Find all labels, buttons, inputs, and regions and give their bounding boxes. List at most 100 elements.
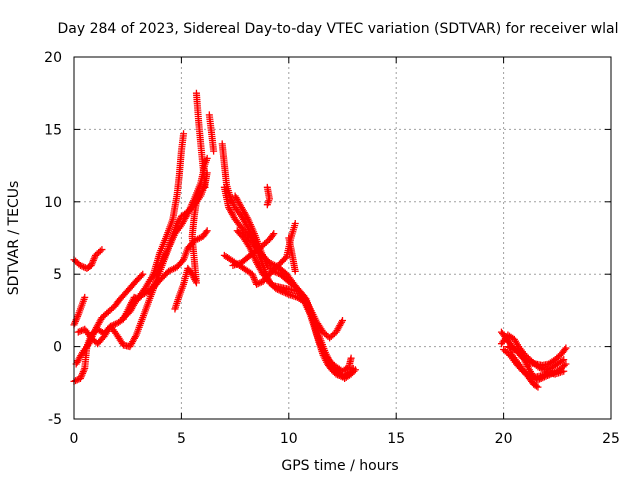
x-axis-label: GPS time / hours	[281, 458, 398, 474]
plus-marker	[202, 228, 210, 236]
plus-marker	[256, 279, 264, 287]
series-track-22	[504, 343, 570, 384]
plus-marker	[98, 246, 106, 254]
plus-marker	[278, 288, 286, 296]
plus-marker	[533, 382, 541, 390]
plus-marker	[534, 383, 542, 391]
plus-marker	[273, 269, 281, 277]
plus-marker	[280, 288, 288, 296]
series-track-7	[145, 169, 211, 296]
x-tick-label: 10	[280, 431, 298, 447]
plus-marker	[180, 130, 188, 138]
plus-marker	[78, 262, 86, 270]
plus-marker	[131, 333, 139, 341]
plus-marker	[277, 287, 285, 295]
axis-ticks	[73, 56, 612, 420]
x-tick-label: 20	[495, 431, 513, 447]
x-tick-label: 0	[70, 431, 79, 447]
x-tick-labels: 0 5 10 15 20 25	[70, 431, 620, 447]
series-track-23	[506, 348, 542, 391]
y-tick-label: 10	[44, 195, 62, 211]
plus-marker	[536, 364, 544, 372]
y-tick-label: -5	[48, 412, 62, 428]
x-tick-label: 5	[177, 431, 186, 447]
plus-marker	[512, 346, 520, 354]
x-tick-label: 25	[602, 431, 620, 447]
plus-marker	[72, 377, 80, 385]
plus-marker	[253, 280, 261, 288]
series-track-10	[205, 111, 218, 155]
plus-marker	[195, 189, 203, 197]
series-track-6	[119, 130, 188, 322]
plus-marker	[558, 357, 566, 365]
plus-marker	[73, 376, 81, 384]
plus-marker	[137, 272, 145, 280]
series-track-17	[263, 183, 273, 209]
series-track-8	[171, 189, 203, 313]
plus-marker	[272, 285, 280, 293]
y-tick-label: 15	[44, 122, 62, 138]
plus-marker	[269, 231, 277, 239]
plus-marker	[282, 289, 290, 297]
plus-marker	[560, 361, 568, 369]
plus-marker	[271, 268, 279, 276]
y-tick-label: 5	[53, 267, 62, 283]
plus-marker	[507, 344, 515, 352]
plus-marker	[270, 230, 278, 238]
series-track-9	[192, 89, 209, 191]
plus-marker	[539, 374, 547, 382]
series-track-2	[70, 293, 89, 329]
y-tick-labels: -5 0 5 10 15 20	[44, 50, 62, 428]
y-tick-label: 20	[44, 50, 62, 66]
chart-title: Day 284 of 2023, Sidereal Day-to-day VTE…	[57, 21, 618, 37]
plus-marker	[561, 345, 569, 353]
plus-marker	[536, 375, 544, 383]
plus-marker	[542, 372, 550, 380]
plus-marker	[76, 262, 84, 270]
plus-marker	[504, 343, 512, 351]
plus-marker	[263, 201, 271, 209]
plus-marker	[291, 267, 299, 275]
plus-marker	[281, 254, 289, 262]
plus-marker	[350, 367, 358, 375]
plus-marker	[562, 360, 570, 368]
plus-marker	[347, 354, 355, 362]
plus-marker	[81, 293, 89, 301]
plus-marker	[544, 372, 552, 380]
plus-marker	[514, 347, 522, 355]
plus-marker	[510, 345, 518, 353]
x-tick-label: 15	[387, 431, 405, 447]
plus-marker	[509, 345, 517, 353]
series-track-18	[285, 234, 299, 275]
plot-frame	[73, 56, 612, 420]
plus-marker	[210, 147, 218, 155]
plus-marker	[534, 376, 542, 384]
plus-marker	[540, 373, 548, 381]
data-series	[70, 89, 570, 391]
plus-marker	[201, 183, 209, 191]
series-track-20	[497, 331, 568, 374]
grid-lines	[74, 57, 611, 419]
plus-marker	[545, 371, 553, 379]
plus-marker	[254, 280, 262, 288]
series-track-12	[220, 183, 346, 342]
y-axis-label: SDTVAR / TECUs	[6, 181, 22, 296]
plus-marker	[562, 344, 570, 352]
plus-marker	[537, 374, 545, 382]
plus-marker	[139, 270, 147, 278]
plus-marker	[203, 169, 211, 177]
plus-marker	[203, 154, 211, 162]
plus-marker	[291, 220, 299, 228]
plus-marker	[338, 318, 346, 326]
y-tick-label: 0	[53, 340, 62, 356]
plus-marker	[283, 290, 291, 298]
plus-marker	[274, 285, 282, 293]
plus-marker	[351, 366, 359, 374]
plus-marker	[275, 286, 283, 294]
plus-marker	[534, 363, 542, 371]
plus-marker	[203, 227, 211, 235]
plus-marker	[74, 328, 82, 336]
plus-marker	[270, 267, 278, 275]
